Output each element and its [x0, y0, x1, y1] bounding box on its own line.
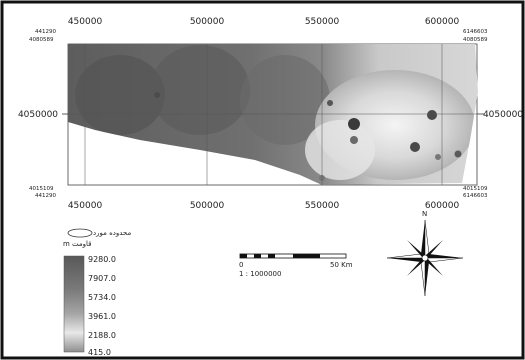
corner-coordinate: 441290	[35, 193, 56, 199]
x-tick-label-bottom: 450000	[68, 201, 103, 211]
study-area-symbol	[67, 228, 93, 238]
scale-start-label: 0	[239, 261, 243, 269]
corner-coordinate: 4015109	[463, 186, 488, 192]
x-tick-label-top: 600000	[425, 17, 460, 27]
low-spot	[327, 100, 333, 106]
dark-blob	[75, 55, 165, 135]
x-tick-label-bottom: 500000	[190, 201, 225, 211]
north-arrow-icon: N	[386, 210, 464, 297]
x-tick-label-bottom: 550000	[305, 201, 340, 211]
dark-blob	[240, 55, 330, 145]
corner-coordinate: 6146603	[463, 29, 488, 35]
low-spot	[454, 150, 462, 158]
x-tick-label-top: 500000	[190, 17, 225, 27]
legend-value: 5734.0	[88, 293, 116, 302]
low-spot	[435, 154, 441, 160]
scale-end-label: 50 Km	[330, 261, 353, 269]
scale-bar: 0 50 Km 1 : 1000000	[239, 253, 353, 278]
legend-oval-label: محدوده مورد	[93, 229, 131, 237]
x-tick-label-bottom: 600000	[425, 201, 460, 211]
legend-value: 3961.0	[88, 312, 116, 321]
legend-color-ramp	[63, 255, 85, 353]
corner-coordinate: 6146603	[463, 193, 488, 199]
north-label: N	[422, 210, 427, 218]
corner-coordinate: 4080589	[463, 37, 488, 43]
legend-value: 9280.0	[88, 255, 116, 264]
light-zone	[305, 120, 375, 180]
resistivity-surface	[68, 44, 478, 185]
y-tick-label-right: 4050000	[483, 110, 523, 120]
map-area: 450000 500000 550000 600000 450000 50000…	[18, 17, 523, 211]
low-spot	[348, 118, 360, 130]
low-spot	[350, 136, 358, 144]
legend-value: 7907.0	[88, 274, 116, 283]
low-spot	[410, 142, 420, 152]
legend-title: m قاومت	[63, 240, 92, 248]
low-spot	[154, 92, 160, 98]
dark-blob	[150, 45, 250, 135]
corner-coordinate: 4015109	[29, 186, 54, 192]
legend-value: 415.0	[88, 348, 111, 357]
legend: محدوده مورد m قاومت 9280.0 7907.0 5734.0…	[63, 228, 131, 357]
map-grid	[68, 44, 477, 185]
legend-value: 2188.0	[88, 331, 116, 340]
scale-ratio: 1 : 1000000	[239, 270, 281, 278]
x-tick-label-top: 550000	[305, 17, 340, 27]
y-tick-label-left: 4050000	[18, 110, 58, 120]
low-spot	[427, 110, 437, 120]
corner-coordinate: 441290	[35, 29, 56, 35]
corner-coordinate: 4080589	[29, 37, 54, 43]
x-tick-label-top: 450000	[68, 17, 103, 27]
